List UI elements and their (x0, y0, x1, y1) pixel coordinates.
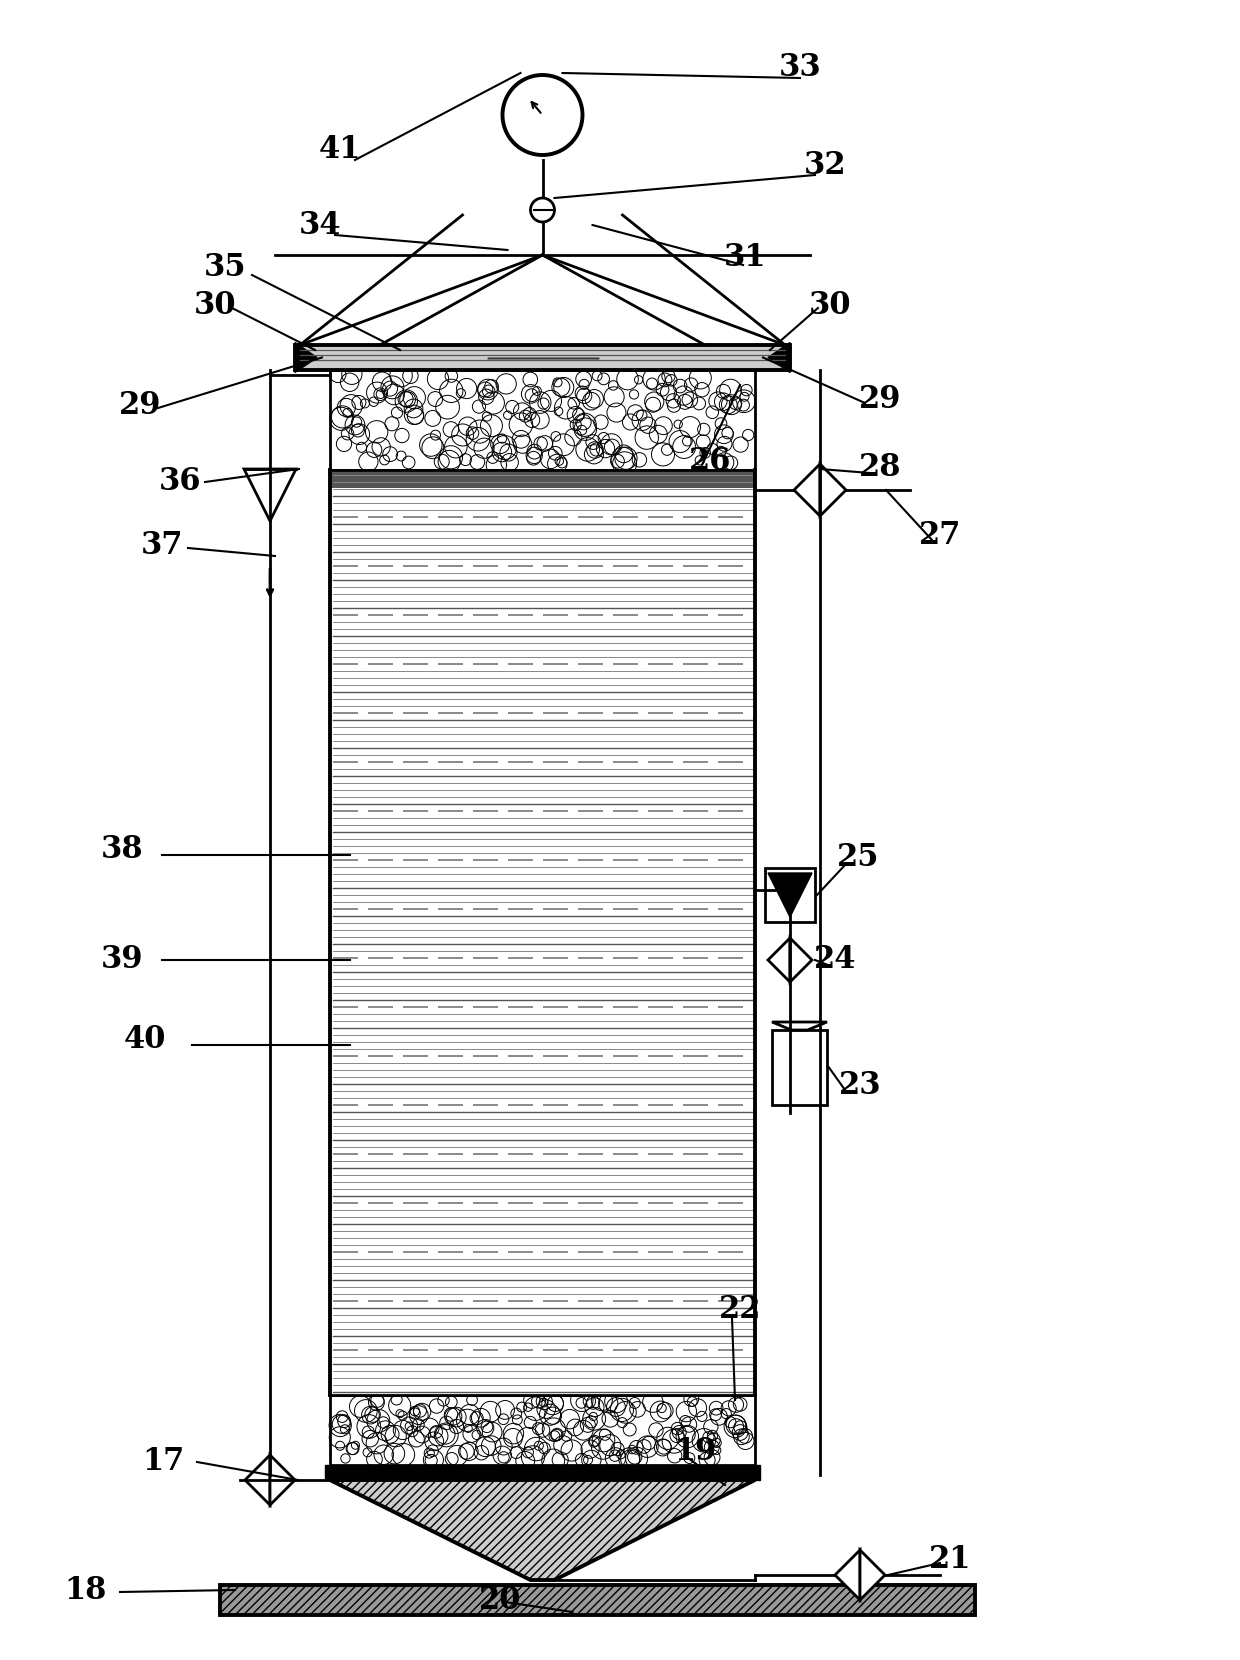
Polygon shape (295, 342, 317, 372)
Text: 29: 29 (119, 390, 161, 420)
Polygon shape (246, 1456, 270, 1506)
Text: 36: 36 (159, 466, 201, 498)
Polygon shape (820, 465, 846, 516)
Polygon shape (773, 1023, 827, 1029)
Text: 19: 19 (673, 1436, 717, 1467)
Text: 38: 38 (100, 835, 144, 865)
Polygon shape (794, 465, 820, 516)
Bar (295, 345, 790, 370)
Circle shape (531, 198, 554, 222)
Text: 30: 30 (193, 289, 237, 320)
Text: 32: 32 (804, 149, 847, 181)
Text: 27: 27 (919, 520, 961, 551)
Text: 34: 34 (299, 209, 341, 241)
Bar (773, 1029, 827, 1106)
Text: 25: 25 (837, 843, 879, 873)
Bar (330, 1394, 755, 1466)
Polygon shape (768, 873, 812, 916)
Text: 30: 30 (808, 289, 851, 320)
Polygon shape (861, 1550, 885, 1600)
Polygon shape (244, 470, 296, 521)
Bar (219, 1585, 975, 1615)
Text: 41: 41 (319, 134, 361, 166)
Bar (330, 370, 755, 470)
Text: 20: 20 (479, 1585, 521, 1615)
Bar (330, 470, 755, 1394)
Text: 31: 31 (724, 242, 766, 274)
Circle shape (502, 75, 583, 154)
Text: 40: 40 (124, 1024, 166, 1056)
Text: 28: 28 (859, 453, 901, 483)
Polygon shape (768, 342, 790, 372)
Bar (330, 470, 755, 488)
Text: 23: 23 (838, 1069, 882, 1101)
Text: 26: 26 (688, 447, 732, 478)
Polygon shape (330, 1481, 755, 1580)
Text: 33: 33 (779, 53, 821, 83)
Text: 39: 39 (100, 945, 144, 976)
Bar (765, 868, 815, 921)
Text: 29: 29 (859, 385, 901, 415)
Polygon shape (768, 938, 790, 983)
Text: 18: 18 (63, 1574, 107, 1605)
Text: 21: 21 (929, 1544, 971, 1575)
Text: 24: 24 (813, 945, 857, 976)
Bar (325, 1466, 760, 1481)
Polygon shape (835, 1550, 861, 1600)
Text: 37: 37 (141, 530, 184, 561)
Text: 22: 22 (719, 1295, 761, 1325)
Text: 17: 17 (141, 1446, 184, 1477)
Text: 35: 35 (203, 252, 247, 284)
Polygon shape (790, 938, 812, 983)
Polygon shape (270, 1456, 295, 1506)
